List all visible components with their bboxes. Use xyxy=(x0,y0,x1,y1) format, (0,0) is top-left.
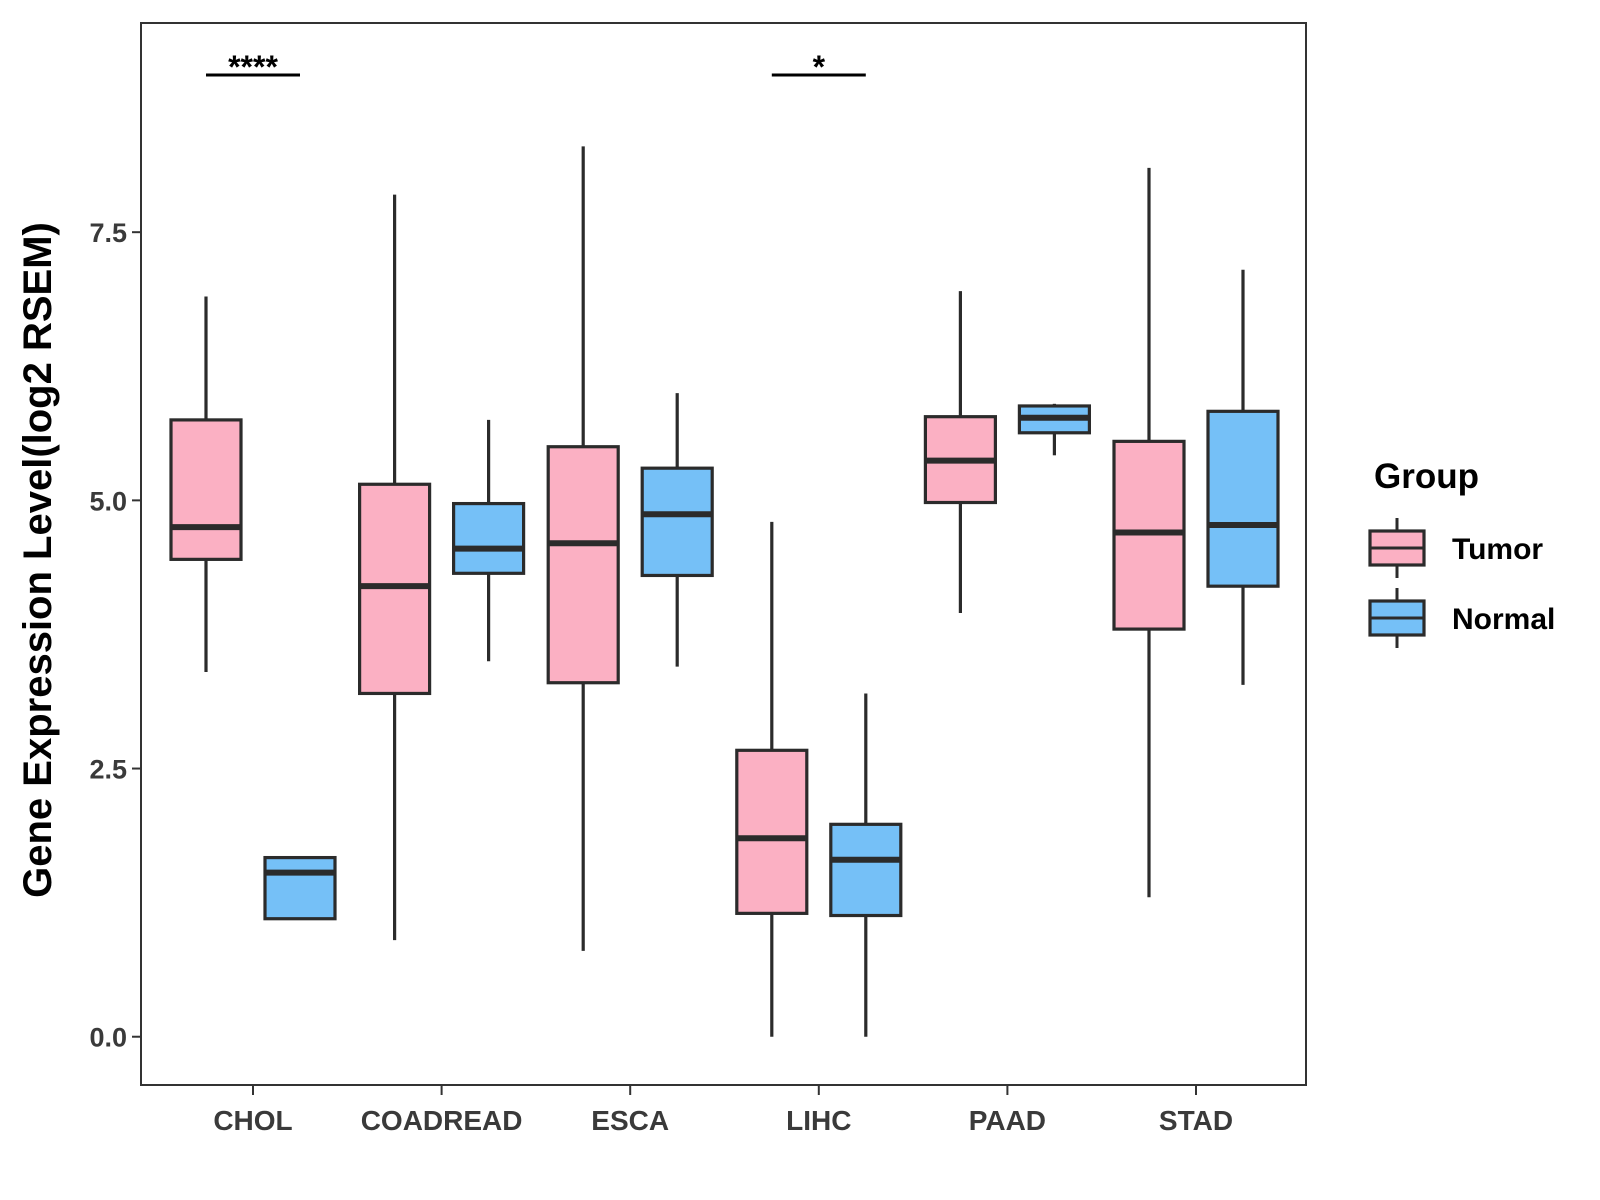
box-body xyxy=(829,822,903,918)
legend-item-tumor: Tumor xyxy=(1368,518,1543,578)
box-normal-coadread xyxy=(452,419,526,662)
panel-border xyxy=(140,22,1307,1086)
legend-title: Group xyxy=(1374,457,1479,496)
legend-label: Tumor xyxy=(1452,533,1543,566)
y-tick-label: 7.5 xyxy=(89,218,127,248)
significance-label: * xyxy=(813,49,826,85)
box-body xyxy=(452,501,526,575)
y-tick-label: 0.0 xyxy=(89,1023,127,1053)
y-tick-label: 2.5 xyxy=(89,755,127,785)
x-tick-label: CHOL xyxy=(213,1105,292,1136)
box-body xyxy=(263,855,337,921)
box-tumor-chol xyxy=(169,296,243,672)
legend-item-normal: Normal xyxy=(1368,588,1555,648)
box-body xyxy=(169,418,243,561)
plot-panel xyxy=(140,22,1307,1086)
x-tick-label: PAAD xyxy=(969,1105,1046,1136)
box-normal-chol xyxy=(263,855,337,921)
x-tick-label: LIHC xyxy=(786,1105,851,1136)
x-tick-label: COADREAD xyxy=(361,1105,523,1136)
x-axis: CHOL COADREAD ESCA LIHC PAAD STAD xyxy=(213,1085,1233,1136)
box-body xyxy=(1206,409,1280,588)
significance-annotations: **** * xyxy=(206,49,866,85)
box-body xyxy=(640,466,714,578)
box-body xyxy=(735,748,809,915)
box-normal-esca xyxy=(640,393,714,667)
box-tumor-coadread xyxy=(358,194,432,941)
box-tumor-esca xyxy=(546,146,620,951)
x-tick-label: STAD xyxy=(1159,1105,1233,1136)
y-tick-label: 5.0 xyxy=(89,486,127,516)
x-tick-label: ESCA xyxy=(591,1105,669,1136)
box-tumor-paad xyxy=(923,291,998,613)
boxes xyxy=(169,146,1280,1037)
box-normal-stad xyxy=(1206,269,1280,685)
box-normal-paad xyxy=(1017,403,1092,456)
box-body xyxy=(546,445,620,685)
box-tumor-lihc xyxy=(735,521,809,1037)
y-axis: 0.0 2.5 5.0 7.5 xyxy=(89,218,141,1053)
legend-label: Normal xyxy=(1452,603,1555,636)
box-normal-lihc xyxy=(829,693,903,1037)
box-tumor-stad xyxy=(1112,167,1186,898)
legend: Group Tumor Normal xyxy=(1368,457,1555,648)
y-axis-title: Gene Expression Level(log2 RSEM) xyxy=(16,222,60,898)
significance-label: **** xyxy=(228,49,278,85)
